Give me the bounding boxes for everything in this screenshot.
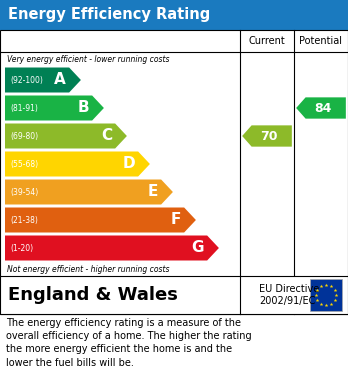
- Polygon shape: [5, 151, 150, 176]
- Text: G: G: [192, 240, 204, 255]
- Text: 2002/91/EC: 2002/91/EC: [260, 296, 316, 306]
- Polygon shape: [5, 124, 127, 149]
- Polygon shape: [5, 68, 81, 93]
- Text: Very energy efficient - lower running costs: Very energy efficient - lower running co…: [7, 54, 169, 63]
- Text: D: D: [122, 156, 135, 172]
- Text: EU Directive: EU Directive: [260, 284, 320, 294]
- Text: (21-38): (21-38): [10, 215, 38, 224]
- Text: C: C: [101, 129, 112, 143]
- Text: (1-20): (1-20): [10, 244, 33, 253]
- Text: (39-54): (39-54): [10, 188, 38, 197]
- Text: E: E: [148, 185, 158, 199]
- Text: 84: 84: [314, 102, 332, 115]
- Bar: [0, 0, 348, 30]
- Bar: [310, 279, 342, 311]
- Polygon shape: [242, 126, 292, 147]
- Text: F: F: [171, 212, 181, 228]
- Text: England & Wales: England & Wales: [8, 286, 178, 304]
- Bar: [0, 276, 348, 314]
- Text: (81-91): (81-91): [10, 104, 38, 113]
- Text: Energy Efficiency Rating: Energy Efficiency Rating: [8, 7, 210, 23]
- Polygon shape: [5, 235, 219, 260]
- Text: Not energy efficient - higher running costs: Not energy efficient - higher running co…: [7, 264, 169, 273]
- Text: (69-80): (69-80): [10, 131, 38, 140]
- Polygon shape: [5, 179, 173, 204]
- Polygon shape: [5, 95, 104, 120]
- Text: B: B: [78, 100, 89, 115]
- Text: The energy efficiency rating is a measure of the
overall efficiency of a home. T: The energy efficiency rating is a measur…: [6, 318, 252, 368]
- Text: (55-68): (55-68): [10, 160, 38, 169]
- Text: Potential: Potential: [300, 36, 342, 46]
- Polygon shape: [296, 97, 346, 118]
- Text: Current: Current: [248, 36, 285, 46]
- Bar: [0, 30, 348, 314]
- Text: A: A: [54, 72, 66, 88]
- Text: 70: 70: [260, 129, 278, 142]
- Text: (92-100): (92-100): [10, 75, 43, 84]
- Polygon shape: [5, 208, 196, 233]
